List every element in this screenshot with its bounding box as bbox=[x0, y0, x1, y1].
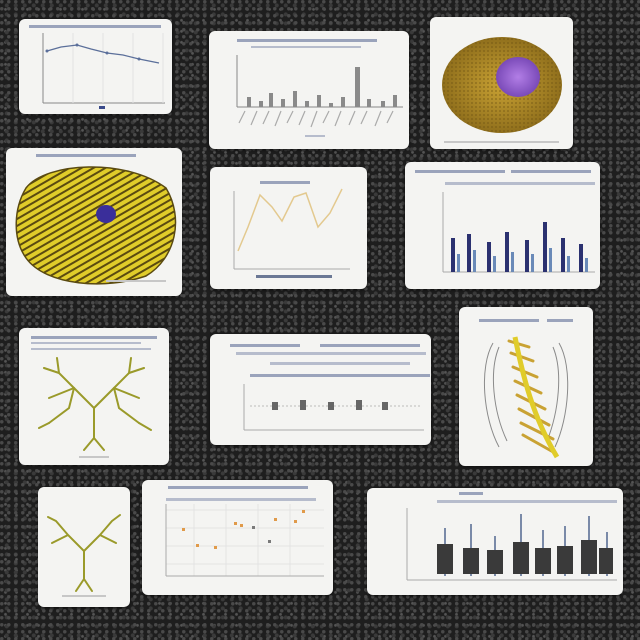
error-dots bbox=[457, 248, 588, 272]
title-scribble bbox=[459, 492, 483, 495]
bars bbox=[451, 222, 583, 272]
legend-mark bbox=[99, 106, 105, 109]
subtitle-scribble-3 bbox=[250, 374, 430, 377]
title-scribble bbox=[36, 154, 136, 157]
bar-chart-thumbnail bbox=[236, 39, 403, 137]
subtitle-scribble bbox=[166, 498, 316, 501]
dot-plot-card bbox=[210, 334, 431, 445]
spine-image bbox=[479, 319, 573, 459]
title-scribble bbox=[29, 25, 161, 28]
neuron-image bbox=[31, 336, 157, 458]
subtitle-scribble bbox=[236, 352, 426, 355]
subtitle-scribble bbox=[445, 182, 595, 185]
scale-scribble bbox=[106, 280, 166, 282]
scatter-card bbox=[142, 480, 333, 595]
dots bbox=[272, 400, 388, 410]
subtitle-scribble-2 bbox=[31, 348, 151, 350]
spine-illustration-card bbox=[459, 307, 593, 466]
title-scribble-2 bbox=[511, 170, 591, 173]
small-neuron-card bbox=[38, 487, 130, 607]
scatter-points bbox=[182, 510, 305, 549]
title-scribble bbox=[415, 170, 505, 173]
xlabel-scribble bbox=[256, 275, 332, 278]
nucleus bbox=[496, 57, 540, 97]
bars bbox=[247, 67, 397, 107]
scatter-thumbnail bbox=[165, 486, 324, 577]
neuron-branches bbox=[47, 514, 121, 592]
subtitle-scribble bbox=[31, 342, 141, 344]
subtitle-scribble bbox=[437, 500, 617, 503]
specimen-image bbox=[15, 154, 177, 285]
rotated-tick-labels bbox=[238, 110, 394, 128]
caption-scribble bbox=[444, 141, 559, 143]
title-scribble bbox=[168, 486, 308, 489]
specimen-body bbox=[15, 166, 177, 285]
neuron-branches bbox=[38, 357, 152, 451]
striped-specimen-card bbox=[6, 148, 182, 296]
bar-chart-card bbox=[209, 31, 409, 149]
spinal-column bbox=[512, 336, 560, 459]
gridlines bbox=[72, 33, 164, 103]
line-chart-thumbnail bbox=[29, 25, 165, 109]
caption-scribble bbox=[62, 595, 106, 597]
subtitle-scribble bbox=[251, 46, 361, 48]
boxplot-card bbox=[367, 488, 623, 595]
title-scribble bbox=[479, 319, 539, 322]
tan-line-chart-card bbox=[210, 167, 367, 289]
navy-bar-thumbnail bbox=[415, 170, 595, 273]
title-scribble bbox=[230, 344, 300, 347]
grid bbox=[166, 504, 324, 576]
boxplot-thumbnail bbox=[406, 492, 617, 581]
title-scribble bbox=[260, 181, 310, 184]
title-scribble bbox=[31, 336, 157, 339]
boxes bbox=[437, 540, 613, 574]
ribcage bbox=[484, 342, 569, 448]
scatter-points-gray bbox=[252, 526, 271, 543]
small-neuron-image bbox=[47, 514, 121, 597]
tan-chart-thumbnail bbox=[233, 181, 350, 278]
subtitle-scribble-2 bbox=[270, 362, 410, 365]
series-points bbox=[45, 43, 141, 61]
caption-scribble bbox=[79, 456, 109, 458]
title-scribble-2 bbox=[547, 319, 573, 322]
xlabel-scribble bbox=[305, 135, 325, 137]
title-scribble-2 bbox=[320, 344, 420, 347]
series-line bbox=[237, 188, 343, 252]
cell-microscopy-card bbox=[430, 17, 573, 149]
line-chart-card bbox=[19, 19, 172, 114]
navy-bar-chart-card bbox=[405, 162, 600, 289]
neuron-tree-card bbox=[19, 328, 169, 465]
cell-image bbox=[442, 37, 562, 143]
title-scribble bbox=[237, 39, 377, 42]
purple-core bbox=[96, 205, 116, 223]
dot-plot-thumbnail bbox=[230, 344, 430, 431]
series-line bbox=[46, 44, 160, 64]
